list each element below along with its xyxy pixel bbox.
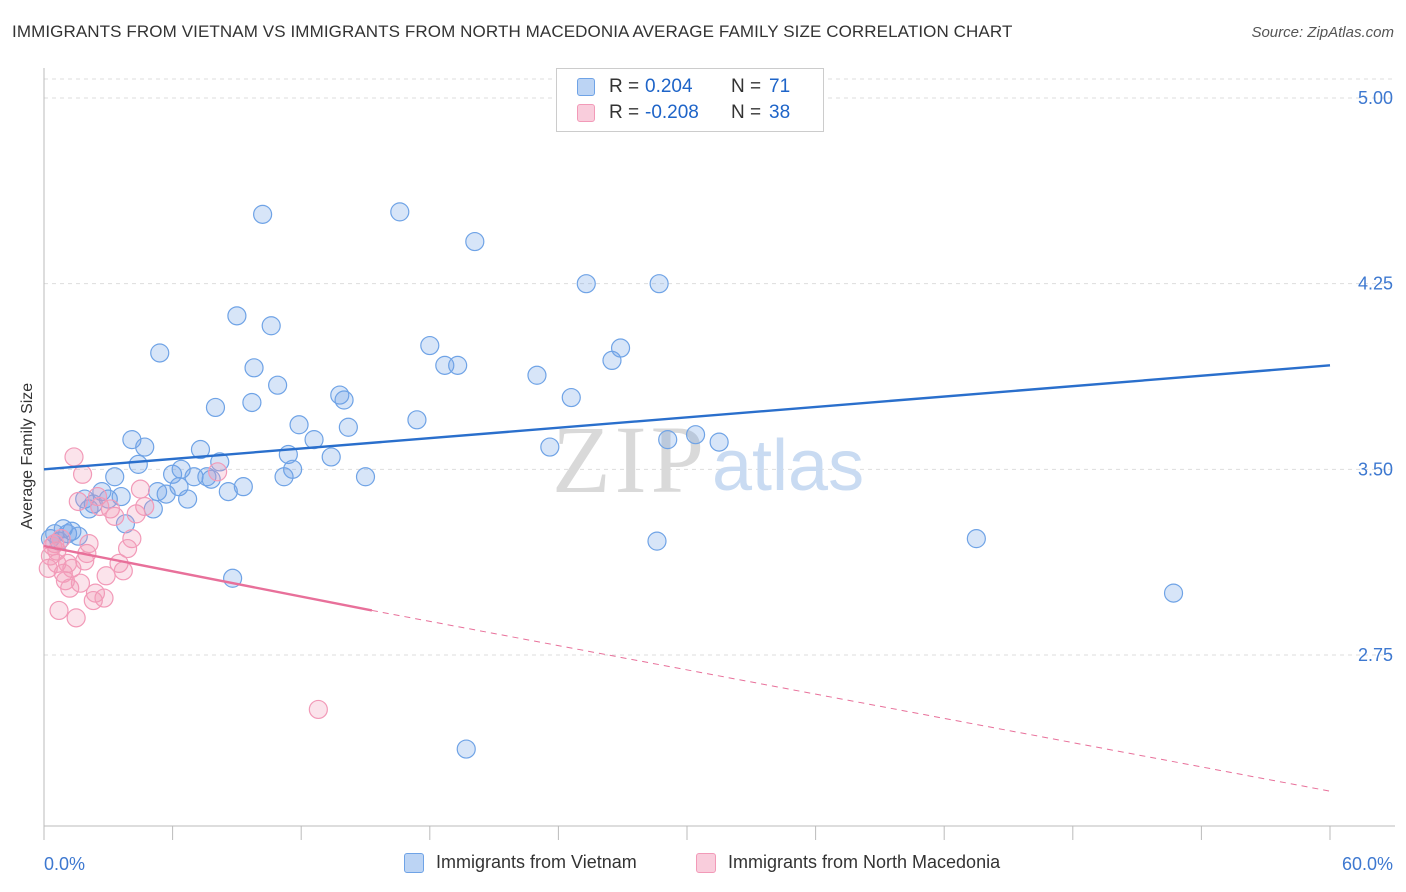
bottom-legend-north-macedonia: Immigrants from North Macedonia	[696, 852, 1000, 873]
x-tick-label: 60.0%	[1342, 854, 1393, 874]
legend-r-label: R =	[609, 76, 640, 97]
watermark-atlas: atlas	[712, 426, 864, 506]
y-tick-label: 3.50	[1358, 459, 1393, 479]
point-vietnam	[268, 375, 288, 395]
point-north-macedonia	[94, 588, 114, 608]
legend-n-label: N =	[731, 76, 762, 97]
bottom-legend-swatch-vietnam	[404, 852, 424, 873]
point-vietnam	[966, 529, 986, 549]
point-north-macedonia	[49, 600, 69, 621]
point-vietnam	[227, 306, 247, 326]
point-north-macedonia	[117, 538, 138, 559]
point-vietnam	[527, 365, 547, 385]
y-tick-label: 2.75	[1358, 645, 1393, 665]
point-vietnam	[201, 469, 221, 489]
trend-line-north-macedonia-extrapolated	[371, 609, 1331, 792]
point-vietnam	[150, 343, 170, 363]
point-vietnam	[561, 387, 581, 408]
bottom-legend-label-north-macedonia: Immigrants from North Macedonia	[728, 852, 1001, 872]
point-vietnam	[456, 739, 476, 759]
point-north-macedonia	[105, 506, 125, 526]
point-vietnam	[128, 454, 148, 474]
legend-n-value-north-macedonia: 38	[769, 102, 791, 123]
bottom-legend-swatch-north-macedonia	[696, 852, 716, 873]
chart-title: IMMIGRANTS FROM VIETNAM VS IMMIGRANTS FR…	[12, 22, 1013, 41]
legend-r-value-vietnam: 0.204	[645, 76, 693, 97]
point-vietnam	[111, 486, 131, 507]
point-vietnam	[610, 338, 631, 358]
point-north-macedonia	[51, 529, 71, 549]
y-tick-label: 5.00	[1358, 88, 1393, 108]
point-vietnam	[242, 392, 262, 413]
point-north-macedonia	[79, 533, 99, 554]
point-north-macedonia	[113, 561, 133, 581]
point-vietnam	[465, 231, 485, 252]
point-vietnam	[390, 202, 410, 222]
point-vietnam	[62, 521, 82, 541]
point-north-macedonia	[64, 447, 84, 467]
source-label: Source: ZipAtlas.com	[1251, 24, 1394, 41]
point-north-macedonia	[68, 491, 88, 512]
bottom-legend-label-vietnam: Immigrants from Vietnam	[436, 852, 637, 872]
point-vietnam	[420, 335, 440, 356]
watermark-zip: ZIP	[552, 406, 708, 513]
point-vietnam	[178, 489, 198, 509]
point-vietnam	[105, 467, 125, 487]
point-vietnam	[233, 477, 253, 497]
point-north-macedonia	[72, 464, 93, 484]
point-vietnam	[576, 274, 596, 294]
point-vietnam	[658, 430, 678, 450]
point-north-macedonia	[135, 496, 155, 517]
point-north-macedonia	[208, 462, 228, 482]
trend-line-vietnam	[43, 364, 1331, 471]
point-vietnam	[261, 316, 281, 336]
point-vietnam	[407, 410, 427, 430]
legend-row-north-macedonia: R = -0.208 N = 38	[577, 101, 790, 125]
point-vietnam	[709, 432, 729, 452]
trend-line-north-macedonia	[43, 544, 373, 612]
point-north-macedonia	[70, 573, 91, 593]
legend-swatch-north-macedonia	[577, 104, 595, 122]
bottom-legend-vietnam: Immigrants from Vietnam	[404, 852, 637, 873]
point-vietnam	[289, 415, 309, 435]
point-north-macedonia	[47, 553, 67, 574]
point-vietnam	[649, 274, 669, 294]
point-north-macedonia	[66, 608, 86, 628]
legend-swatch-vietnam	[577, 78, 595, 96]
point-vietnam	[244, 358, 264, 378]
legend-row-vietnam: R = 0.204 N = 71	[577, 75, 790, 99]
point-north-macedonia	[122, 529, 142, 549]
point-north-macedonia	[60, 578, 80, 598]
point-vietnam	[334, 390, 354, 410]
point-vietnam	[205, 397, 226, 418]
point-vietnam	[540, 437, 560, 457]
point-north-macedonia	[130, 479, 151, 499]
point-vietnam	[190, 439, 211, 460]
point-vietnam	[647, 531, 667, 551]
point-vietnam	[448, 355, 468, 375]
legend-n-label: N =	[731, 102, 762, 123]
stats-legend: R = 0.204 N = 71 R = -0.208 N = 38	[556, 68, 824, 132]
point-north-macedonia	[308, 699, 328, 720]
legend-n-value-vietnam: 71	[769, 76, 791, 97]
point-vietnam	[283, 459, 303, 479]
legend-r-label: R =	[609, 102, 640, 123]
point-vietnam	[135, 437, 155, 457]
point-vietnam	[355, 467, 376, 487]
legend-r-value-north-macedonia: -0.208	[645, 102, 699, 123]
point-vietnam	[338, 417, 358, 437]
point-vietnam	[1163, 583, 1184, 603]
point-vietnam	[321, 447, 341, 467]
point-vietnam	[218, 482, 238, 502]
y-tick-label: 4.25	[1358, 274, 1393, 294]
point-vietnam	[685, 425, 706, 445]
point-vietnam	[253, 204, 273, 224]
x-tick-label: 0.0%	[44, 854, 85, 874]
